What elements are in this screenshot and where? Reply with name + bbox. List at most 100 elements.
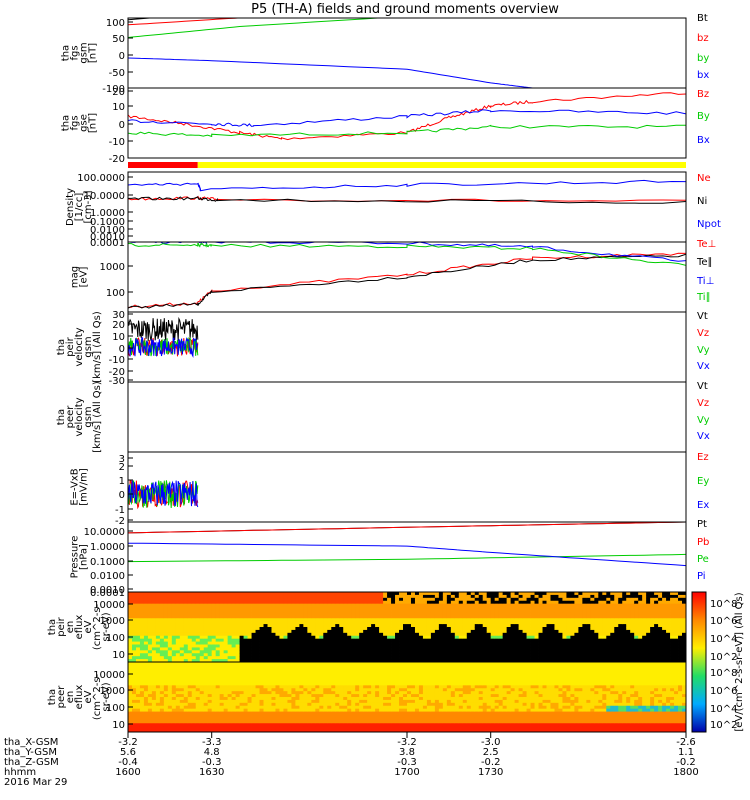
heat-cell (163, 592, 169, 596)
heat-cell (179, 594, 185, 599)
heat-cell (279, 676, 284, 680)
heat-cell (343, 597, 348, 602)
heat-cell (522, 592, 527, 596)
heat-cell (658, 632, 663, 637)
heat-cell (410, 659, 416, 662)
heat-cell (351, 650, 356, 654)
heat-cell (195, 592, 201, 596)
heat-cell (203, 594, 209, 599)
heat-cell (403, 629, 408, 634)
ytick-label: -100 (102, 84, 125, 95)
heat-cell (167, 720, 173, 724)
heat-cell (562, 609, 567, 613)
heat-cell (418, 592, 424, 596)
heat-cell (215, 688, 221, 692)
heat-cell (303, 697, 308, 701)
heat-cell (171, 694, 177, 698)
heat-cell (223, 659, 229, 662)
heat-cell (279, 662, 284, 666)
heat-cell (359, 612, 364, 616)
heat-cell (291, 682, 296, 686)
heat-cell (171, 662, 177, 666)
heat-cell (211, 641, 217, 645)
heat-cell (375, 615, 380, 619)
heat-cell (490, 635, 496, 640)
heat-cell (590, 612, 595, 616)
heat-cell (128, 726, 133, 730)
heat-cell (666, 650, 671, 654)
heat-cell (267, 594, 272, 599)
heat-cell (279, 729, 284, 732)
heat-cell (267, 597, 272, 602)
heat-cell (299, 615, 304, 619)
heat-cell (171, 673, 177, 677)
heat-cell (215, 632, 221, 637)
heat-cell (303, 627, 308, 631)
heat-cell (554, 618, 559, 622)
heat-cell (255, 638, 260, 642)
heat-cell (570, 647, 575, 651)
heat-cell (339, 615, 344, 619)
heat-cell (235, 600, 240, 605)
heat-cell (502, 647, 508, 651)
heat-cell (510, 597, 516, 602)
heat-cell (291, 641, 296, 645)
heat-cell (570, 635, 575, 640)
heat-cell (610, 606, 615, 610)
heat-cell (195, 705, 201, 710)
heat-cell (546, 635, 551, 640)
heat-cell (399, 603, 404, 607)
heat-cell (542, 650, 547, 654)
heat-cell (128, 670, 133, 675)
heat-cell (219, 705, 225, 710)
heat-cell (526, 653, 531, 657)
heat-cell (339, 609, 344, 613)
heat-cell (139, 624, 145, 628)
heat-cell (199, 592, 205, 596)
heat-cell (235, 688, 240, 692)
heat-cell (550, 615, 555, 619)
ytick-label: 0 (119, 490, 125, 501)
heat-cell (191, 705, 197, 710)
heat-cell (223, 609, 229, 613)
heat-cell (590, 635, 595, 640)
heat-cell (602, 644, 607, 648)
heat-cell (179, 647, 185, 651)
heat-cell (135, 603, 141, 607)
heat-cell (183, 711, 189, 715)
heat-cell (339, 723, 344, 727)
heat-cell (367, 597, 372, 602)
heat-cell (490, 659, 496, 662)
heat-cell (554, 624, 559, 628)
heat-cell (403, 606, 408, 610)
heat-cell (307, 726, 312, 730)
heat-cell (219, 726, 225, 730)
heat-cell (163, 618, 169, 622)
heat-cell (251, 615, 256, 619)
heat-cell (211, 653, 217, 657)
heat-cell (638, 656, 643, 660)
heat-cell (618, 635, 623, 640)
heat-cell (195, 685, 201, 689)
heat-cell (335, 641, 340, 645)
heat-cell (426, 641, 432, 645)
heat-cell (179, 650, 185, 654)
heat-cell (203, 624, 209, 628)
heat-cell (191, 729, 197, 732)
heat-cell (243, 597, 248, 602)
heat-cell (175, 594, 181, 599)
heat-cell (331, 618, 336, 622)
heat-cell (307, 667, 312, 672)
heat-cell (183, 685, 189, 689)
heat-cell (163, 621, 169, 625)
heat-cell (371, 592, 376, 596)
heat-cell (658, 650, 663, 654)
heat-cell (251, 688, 256, 692)
heat-cell (638, 612, 643, 616)
heat-cell (586, 632, 591, 637)
heat-cell (367, 653, 372, 657)
heat-cell (175, 597, 181, 602)
heat-cell (498, 609, 504, 613)
heat-cell (135, 659, 141, 662)
heat-cell (128, 720, 133, 724)
